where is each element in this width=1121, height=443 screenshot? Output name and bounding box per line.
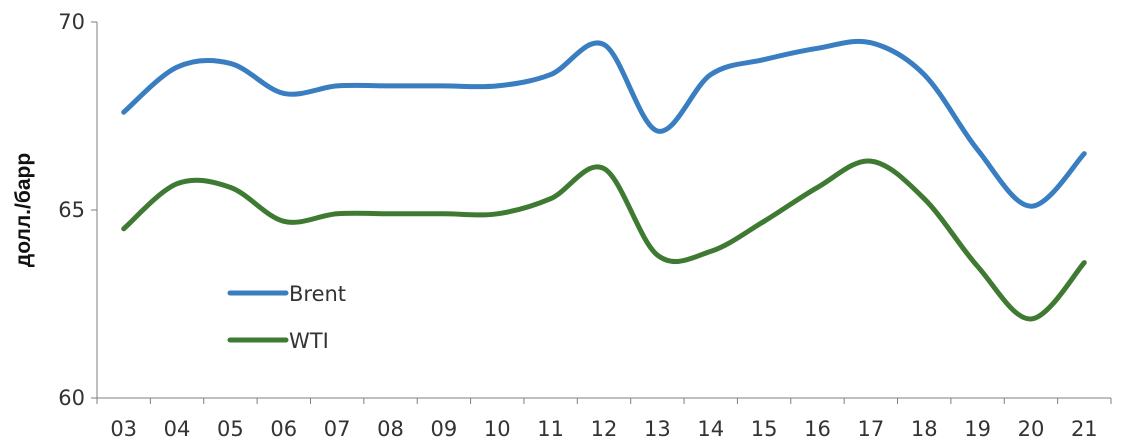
y-tick-label: 60 [58,386,85,410]
series-lines [121,38,1087,322]
legend: Brent WTI [227,282,346,353]
x-tick-label: 19 [964,417,991,441]
x-tick-label: 16 [804,417,831,441]
y-axis-label: долл./барр [12,153,35,267]
x-tick-label: 09 [431,417,458,441]
x-tick-label: 20 [1018,417,1045,441]
x-tick-label: 21 [1071,417,1098,441]
series-line-brent [121,38,1087,209]
x-tick-label: 04 [164,417,191,441]
series-line-wti [121,158,1087,322]
x-tick-label: 14 [697,417,724,441]
x-axis-ticks: 03 04 05 06 07 08 09 10 11 12 13 14 15 16 17 18 19 20 21 [96,398,1112,441]
y-tick-label: 70 [58,10,85,34]
x-tick-label: 13 [644,417,671,441]
x-tick-label: 11 [537,417,564,441]
x-tick-label: 18 [911,417,938,441]
x-tick-label: 08 [377,417,404,441]
legend-label-brent: Brent [289,282,346,306]
x-tick-label: 15 [751,417,778,441]
x-tick-label: 17 [857,417,884,441]
x-tick-label: 05 [217,417,244,441]
x-tick-label: 10 [484,417,511,441]
x-tick-label: 12 [591,417,618,441]
x-tick-label: 07 [324,417,351,441]
legend-label-wti: WTI [289,329,329,353]
y-axis-ticks: 60 65 70 [58,10,97,410]
y-tick-label: 65 [58,198,85,222]
x-tick-label: 06 [270,417,297,441]
x-tick-label: 03 [110,417,137,441]
